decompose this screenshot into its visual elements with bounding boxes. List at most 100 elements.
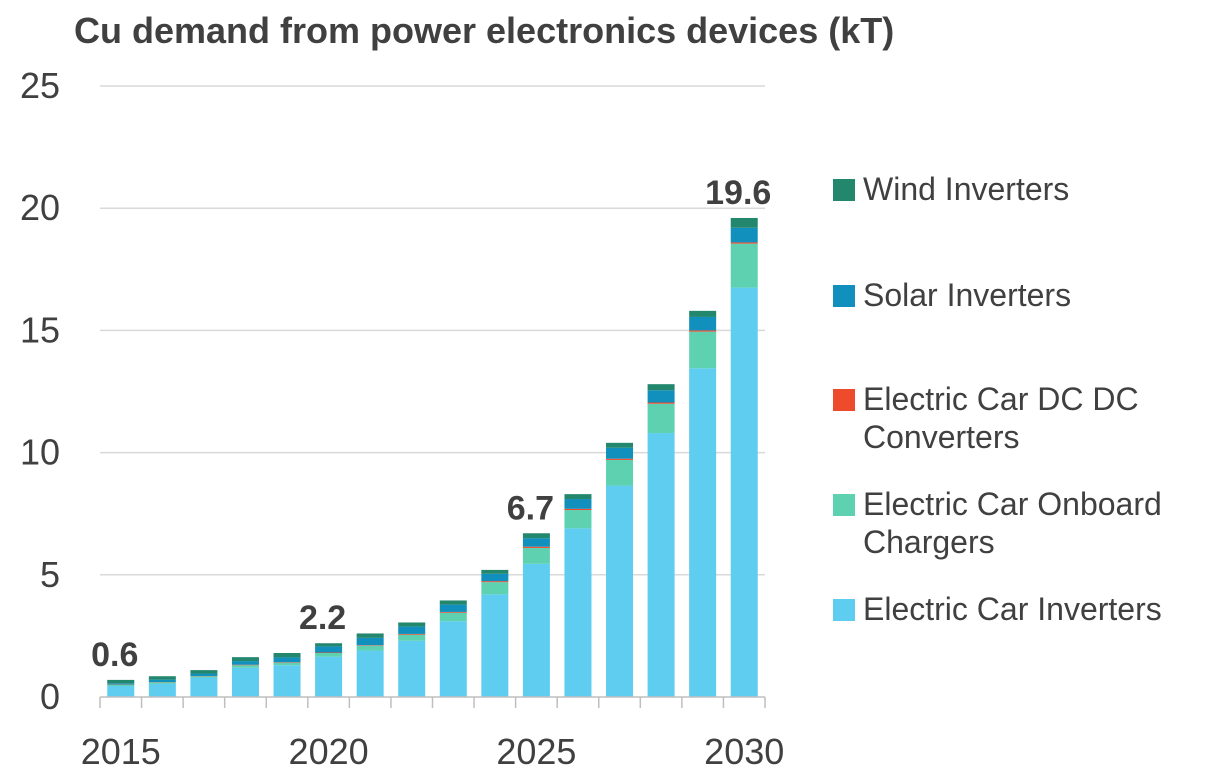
x-tick-label: 2020 [289, 731, 369, 772]
bar-segment [107, 686, 135, 697]
bar-segment [481, 581, 509, 583]
legend-item: Wind Inverters [833, 170, 1213, 208]
bar-segment [148, 676, 176, 680]
legend-item: Solar Inverters [833, 276, 1213, 314]
total-annotation: 19.6 [705, 174, 771, 212]
y-tick-label: 10 [20, 432, 60, 473]
legend-swatch [833, 179, 855, 201]
bar-segment [606, 458, 634, 460]
legend-item: Electric Car Onboard Chargers [833, 485, 1213, 561]
bar-segment [481, 573, 509, 582]
bar-segment [356, 645, 384, 651]
bar-segment [689, 310, 717, 317]
bar-segment [522, 563, 550, 697]
bar-segment [356, 650, 384, 697]
bar-segment [647, 384, 675, 391]
bar-segment [231, 661, 259, 665]
bar-segment [522, 547, 550, 564]
y-tick-label: 25 [20, 65, 60, 106]
x-tick-label: 2030 [704, 731, 784, 772]
bar-segment [606, 485, 634, 697]
legend-swatch [833, 599, 855, 621]
bar-segment [315, 653, 343, 657]
bar-segment [522, 538, 550, 547]
bar-segment [190, 676, 218, 678]
bar-segment [730, 243, 758, 288]
bar-segment [522, 533, 550, 539]
x-tick-label: 2015 [81, 731, 161, 772]
chart-title: Cu demand from power electronics devices… [74, 10, 895, 51]
y-tick-label: 20 [20, 187, 60, 228]
bar-segment [564, 528, 592, 697]
bar-segment [231, 657, 259, 662]
legend-swatch [833, 389, 855, 411]
bar-segment [689, 331, 717, 369]
legend-label: Electric Car Inverters [863, 591, 1162, 627]
bar-segment [439, 604, 467, 612]
bar-segment [148, 682, 176, 684]
legend-label: Solar Inverters [863, 277, 1072, 313]
bar-segment [481, 569, 509, 574]
bar-segment [606, 442, 634, 448]
bar-segment [273, 653, 301, 658]
bar-segment [315, 643, 343, 647]
bar-segment [606, 447, 634, 459]
legend-label: Wind Inverters [863, 171, 1070, 207]
bar-segment [647, 403, 675, 434]
bar-segment [689, 368, 717, 697]
bar-segment [148, 683, 176, 697]
bar-segment [730, 217, 758, 228]
bar-segment [439, 621, 467, 697]
bar-segment [606, 459, 634, 486]
bar-segment [564, 508, 592, 511]
total-annotation: 6.7 [507, 489, 554, 527]
legend-label: Electric Car Onboard Chargers [863, 486, 1162, 560]
bar-segment [231, 667, 259, 697]
bar-segment [398, 626, 426, 634]
y-tick-label: 0 [40, 676, 60, 717]
bar-segment [273, 665, 301, 697]
bar-segment [398, 622, 426, 627]
bar-segment [315, 646, 343, 653]
bar-segment [190, 670, 218, 674]
bar-segment [647, 390, 675, 403]
bar-segment [522, 546, 550, 548]
bar-segment [398, 634, 426, 641]
bar-segment [689, 330, 717, 332]
legend-item: Electric Car Inverters [833, 590, 1213, 628]
bar-segment [398, 640, 426, 697]
legend-swatch [833, 285, 855, 307]
y-tick-label: 15 [20, 309, 60, 350]
bar-segment [398, 633, 426, 635]
bar-segment [564, 510, 592, 529]
bar-segment [564, 494, 592, 500]
bar-segment [190, 677, 218, 697]
bar-segment [689, 316, 717, 331]
bar-segment [439, 600, 467, 605]
bar-segment [356, 637, 384, 646]
y-tick-label: 5 [40, 554, 60, 595]
bar-segment [356, 633, 384, 638]
bar-segment [273, 662, 301, 666]
total-annotation: 0.6 [91, 636, 138, 674]
bar-segment [730, 227, 758, 243]
legend: Wind Inverters Solar Inverters Electric Ca… [833, 0, 1218, 773]
bar-segment [148, 679, 176, 683]
bar-segment [647, 402, 675, 404]
axes [99, 696, 766, 708]
bar-segment [730, 242, 758, 244]
bar-segment [730, 287, 758, 697]
legend-label: Electric Car DC DC Converters [863, 381, 1139, 455]
x-tick-label: 2025 [496, 731, 576, 772]
bar-segment [439, 611, 467, 613]
bar-segment [439, 612, 467, 622]
bar-segment [107, 679, 135, 684]
bar-segment [107, 684, 135, 687]
bar-segment [481, 594, 509, 697]
bar-segment [273, 657, 301, 663]
legend-swatch [833, 494, 855, 516]
bar-segment [481, 582, 509, 595]
bar-segment [315, 656, 343, 697]
